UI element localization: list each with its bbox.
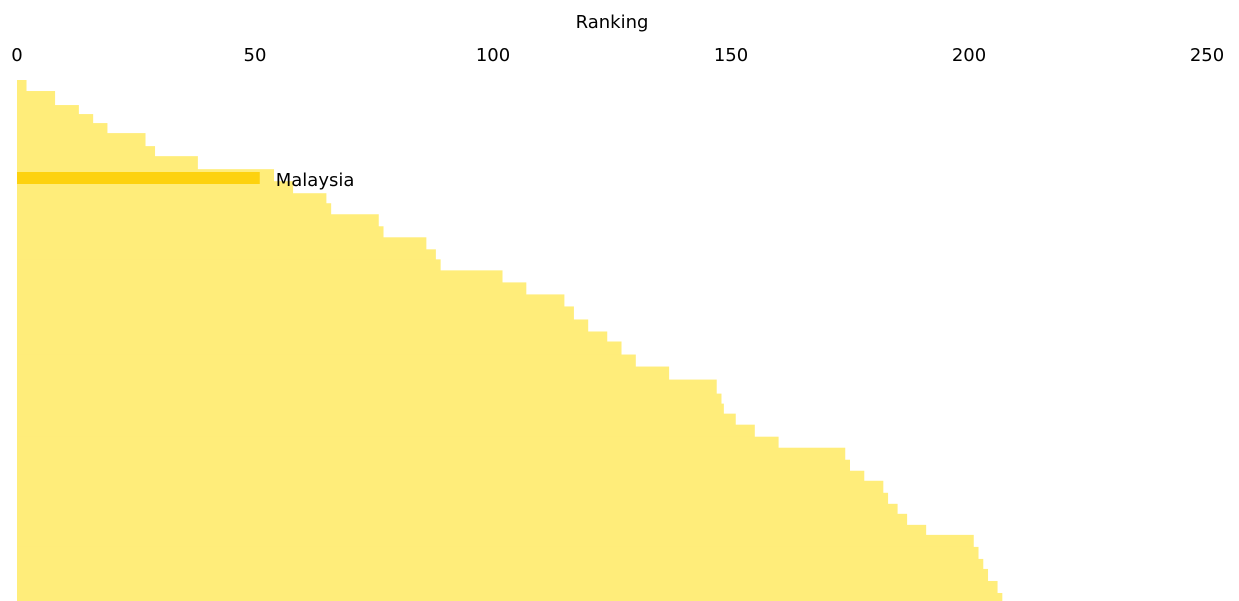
bar	[17, 513, 908, 526]
bar	[17, 503, 898, 515]
x-tick-label: 50	[244, 45, 267, 66]
bar	[17, 181, 294, 194]
bar	[17, 580, 998, 594]
bar	[17, 480, 884, 494]
bar	[17, 203, 332, 215]
bar	[17, 424, 755, 438]
bar	[17, 379, 717, 395]
x-axis-title: Ranking	[576, 12, 649, 33]
bar	[17, 294, 565, 308]
x-tick-label: 0	[11, 45, 22, 66]
bar	[17, 282, 527, 296]
bar	[17, 249, 436, 260]
bar	[17, 80, 27, 92]
bar	[17, 331, 608, 343]
bar	[17, 319, 589, 333]
highlight-label: Malaysia	[276, 170, 355, 191]
bar	[17, 146, 156, 157]
bar	[17, 226, 384, 238]
bar	[17, 447, 846, 461]
bar	[17, 193, 327, 204]
bar	[17, 492, 889, 505]
bar	[17, 114, 94, 124]
bar	[17, 534, 974, 548]
bar	[17, 568, 989, 582]
bar	[17, 403, 724, 415]
bar	[17, 366, 670, 381]
x-tick-label: 150	[714, 45, 748, 66]
bar	[17, 133, 146, 147]
bar	[17, 105, 79, 115]
bar	[17, 546, 979, 560]
highlight-bar	[17, 172, 260, 184]
bar	[17, 592, 1003, 601]
bars-group	[17, 80, 1003, 601]
bar	[17, 123, 108, 134]
x-axis-ticks: 0 50 100 150 200 250	[11, 45, 1224, 66]
bar	[17, 393, 722, 405]
x-tick-label: 250	[1190, 45, 1224, 66]
bar	[17, 558, 984, 570]
bar	[17, 354, 636, 368]
bar	[17, 341, 622, 356]
bar	[17, 436, 779, 449]
bar	[17, 214, 379, 227]
bar	[17, 270, 503, 283]
bar	[17, 306, 574, 321]
bar	[17, 156, 198, 170]
bar	[17, 259, 441, 271]
bar	[17, 413, 736, 426]
highlight-group: Malaysia	[17, 170, 354, 191]
bar	[17, 91, 56, 106]
bar	[17, 237, 427, 250]
x-tick-label: 200	[952, 45, 986, 66]
bar	[17, 470, 865, 482]
x-tick-label: 100	[476, 45, 510, 66]
bar	[17, 524, 927, 536]
bar	[17, 459, 850, 472]
